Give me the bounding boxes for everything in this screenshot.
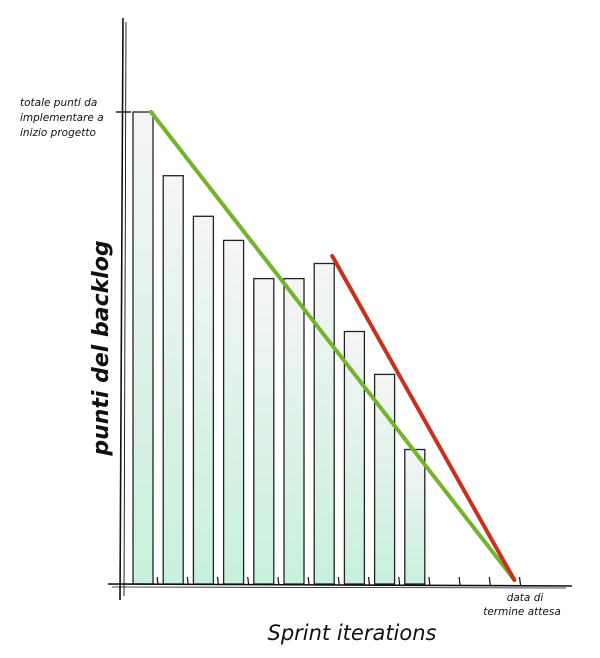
x-axis-sketch: [111, 586, 567, 589]
bar-sprint-8: [343, 330, 366, 585]
bar-sprint-2: [162, 175, 184, 585]
sprint-tick-5: [277, 576, 280, 586]
sprint-tick-1: [156, 576, 159, 586]
sprint-tick-4: [247, 576, 250, 586]
y-axis-label: punti del backlog: [89, 240, 114, 456]
end-date-annotation-line-2: termine attesa: [483, 606, 561, 618]
y-max-annotation: totale punti da implementare a inizio pr…: [20, 97, 104, 139]
end-date-annotation-line-1: data di: [507, 592, 544, 604]
y-max-annotation-line-3: inizio progetto: [20, 127, 96, 139]
sprint-tick-13: [518, 576, 522, 586]
sprint-tick-11: [458, 576, 461, 586]
sprint-tick-6: [307, 576, 310, 586]
sprint-tick-2: [186, 576, 189, 586]
sprint-ticks: [156, 576, 522, 586]
x-axis: [107, 583, 573, 587]
end-date-annotation: data di termine attesa: [483, 592, 561, 618]
ideal-burndown-line: [149, 110, 517, 582]
bar-sprint-10: [404, 448, 426, 585]
sprint-tick-3: [216, 576, 220, 586]
bar-sprint-9: [373, 373, 396, 585]
x-axis-label: Sprint iterations: [267, 621, 436, 645]
bars-group: [132, 111, 426, 585]
revised-burndown-line: [330, 254, 517, 582]
bar-sprint-7: [313, 262, 335, 585]
sprint-tick-12: [488, 576, 491, 586]
sprint-tick-7: [337, 576, 340, 586]
sprint-tick-9: [398, 576, 401, 586]
sprint-tick-8: [367, 576, 371, 586]
y-max-annotation-line-2: implementare a: [20, 112, 104, 124]
y-axis: [119, 17, 124, 601]
bar-sprint-1: [132, 111, 154, 585]
bar-sprint-4: [222, 239, 245, 585]
y-axis-sketch: [123, 21, 127, 597]
sprint-tick-10: [428, 576, 431, 586]
bar-sprint-3: [192, 215, 215, 585]
y-max-annotation-line-1: totale punti da: [20, 97, 97, 109]
bar-sprint-5: [253, 277, 275, 585]
bar-sprint-6: [283, 277, 305, 585]
